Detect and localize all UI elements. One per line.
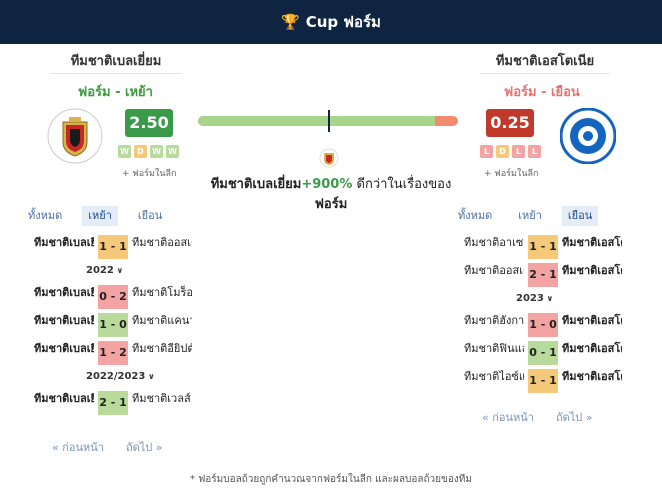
home-team: ทีมชาติฟินแลนด์ (464, 342, 524, 355)
match-row[interactable]: ทีมชาติอาเซอร์ไบจาน 1 - 1 ทีมชาติเอสโตเนีย (464, 235, 622, 259)
belgium-small-crest-icon (319, 148, 339, 168)
match-row[interactable]: ทีมชาติเบลเยี่ยม 1 - 1 ทีมชาติออสเตรีย (34, 235, 192, 259)
comparison-bar-marker (328, 110, 330, 132)
match-score: 2 - 1 (528, 263, 558, 287)
away-team: ทีมชาติเอสโตเนีย (562, 314, 622, 327)
right-next-button[interactable]: ถัดไป » (555, 411, 593, 424)
right-form-label: ฟอร์ม - เยือน (504, 85, 580, 100)
left-form-label: ฟอร์ม - เหย้า (78, 85, 153, 100)
away-team: ทีมชาติแคนาดา (132, 314, 192, 327)
match-score: 1 - 1 (98, 235, 128, 259)
right-league-form-link[interactable]: + ฟอร์มในลีก (484, 169, 539, 179)
left-tab-2[interactable]: เยือน (137, 209, 163, 222)
match-row[interactable]: ทีมชาติเบลเยี่ยม 1 - 0 ทีมชาติแคนาดา (34, 313, 192, 337)
left-league-form-link[interactable]: + ฟอร์มในลีก (122, 169, 177, 179)
left-form-dot: D (134, 145, 147, 158)
match-score: 1 - 1 (528, 369, 558, 393)
away-team: ทีมชาติเอสโตเนีย (562, 264, 622, 277)
left-form-dot: W (166, 145, 179, 158)
left-form-dot: W (118, 145, 131, 158)
home-team: ทีมชาติเบลเยี่ยม (34, 236, 94, 249)
right-form-dot: D (496, 145, 509, 158)
home-team: ทีมชาติเบลเยี่ยม (34, 286, 94, 299)
season-label: 2023 (516, 293, 544, 304)
season-label: 2022/2023 (86, 371, 146, 382)
season-header[interactable]: 2022/2023 ∨ (86, 371, 155, 382)
chevron-down-icon: ∨ (145, 372, 155, 381)
summary-suffix: ฟอร์ม (314, 197, 348, 212)
away-team: ทีมชาติโมร็อกโก (132, 286, 192, 299)
match-row[interactable]: ทีมชาติเบลเยี่ยม 2 - 1 ทีมชาติเวลส์ (34, 391, 192, 415)
match-score: 1 - 1 (528, 235, 558, 259)
left-filter-tabs: ทั้งหมด เหย้า เยือน (22, 206, 182, 226)
right-pager: « ก่อนหน้า ถัดไป » (482, 408, 593, 426)
away-team: ทีมชาติเวลส์ (132, 392, 191, 405)
match-score: 0 - 1 (528, 341, 558, 365)
season-label: 2022 (86, 265, 114, 276)
away-team: ทีมชาติอียิปต์ (132, 342, 192, 355)
right-rating-badge: 0.25 (486, 109, 534, 137)
match-score: 1 - 0 (98, 313, 128, 337)
trophy-icon: 🏆 (281, 13, 300, 31)
match-row[interactable]: ทีมชาติเบลเยี่ยม 1 - 2 ทีมชาติอียิปต์ (34, 341, 192, 365)
left-rating-badge: 2.50 (125, 109, 173, 137)
right-tab-0[interactable]: ทั้งหมด (458, 209, 493, 222)
left-team-name[interactable]: ทีมชาติเบลเยี่ยม (50, 50, 182, 74)
home-team: ทีมชาติไอซ์แลนด์ (464, 370, 524, 383)
left-form-dot: W (150, 145, 163, 158)
match-row[interactable]: ทีมชาติเบลเยี่ยม 0 - 2 ทีมชาติโมร็อกโก (34, 285, 192, 309)
right-form-dot: L (528, 145, 541, 158)
header-bar: 🏆 Cup ฟอร์ม (0, 0, 662, 44)
belgium-crest-icon (47, 108, 103, 164)
away-team: ทีมชาติเอสโตเนีย (562, 236, 622, 249)
home-team: ทีมชาติเบลเยี่ยม (34, 392, 94, 405)
comparison-bar-fill (198, 116, 435, 126)
left-tab-0[interactable]: ทั้งหมด (28, 209, 63, 222)
right-form-dot: L (512, 145, 525, 158)
left-prev-button[interactable]: « ก่อนหน้า (52, 441, 104, 454)
right-tab-2[interactable]: เยือน (561, 206, 599, 226)
summary-text: ดีกว่าในเรื่องของ (352, 177, 452, 192)
season-header[interactable]: 2022 ∨ (86, 265, 123, 276)
match-row[interactable]: ทีมชาติไอซ์แลนด์ 1 - 1 ทีมชาติเอสโตเนีย (464, 369, 622, 393)
chevron-down-icon: ∨ (543, 294, 554, 303)
right-team-name[interactable]: ทีมชาติเอสโตเนีย (480, 50, 610, 74)
estonia-crest-icon (560, 108, 616, 164)
home-team: ทีมชาติเบลเยี่ยม (34, 342, 94, 355)
home-team: ทีมชาติฮังการี (464, 314, 524, 327)
right-form-dot: L (480, 145, 493, 158)
home-team: ทีมชาติอาเซอร์ไบจาน (464, 236, 524, 249)
summary-percentage: +900% (301, 177, 353, 192)
right-tab-1[interactable]: เหย้า (518, 209, 542, 222)
match-score: 0 - 2 (98, 285, 128, 309)
home-team: ทีมชาติเบลเยี่ยม (34, 314, 94, 327)
match-row[interactable]: ทีมชาติออสเตรีย 2 - 1 ทีมชาติเอสโตเนีย (464, 263, 622, 287)
match-score: 1 - 2 (98, 341, 128, 365)
home-team: ทีมชาติออสเตรีย (464, 264, 524, 277)
match-row[interactable]: ทีมชาติฮังการี 1 - 0 ทีมชาติเอสโตเนีย (464, 313, 622, 337)
away-team: ทีมชาติออสเตรีย (132, 236, 192, 249)
left-next-button[interactable]: ถัดไป » (125, 441, 163, 454)
away-team: ทีมชาติเอสโตเนีย (562, 342, 622, 355)
match-row[interactable]: ทีมชาติฟินแลนด์ 0 - 1 ทีมชาติเอสโตเนีย (464, 341, 622, 365)
away-team: ทีมชาติเอสโตเนีย (562, 370, 622, 383)
season-header[interactable]: 2023 ∨ (516, 293, 553, 304)
match-score: 2 - 1 (98, 391, 128, 415)
right-prev-button[interactable]: « ก่อนหน้า (482, 411, 534, 424)
left-tab-1[interactable]: เหย้า (82, 206, 118, 226)
summary-team: ทีมชาติเบลเยี่ยม (210, 177, 302, 192)
match-score: 1 - 0 (528, 313, 558, 337)
right-filter-tabs: ทั้งหมด เหย้า เยือน (452, 206, 612, 226)
chevron-down-icon: ∨ (113, 266, 124, 275)
comparison-summary: ทีมชาติเบลเยี่ยม+900% ดีกว่าในเรื่องของ … (200, 175, 462, 215)
footnote: * ฟอร์มบอลถ้วยถูกคำนวณจากฟอร์มในลีก และผ… (190, 474, 472, 485)
header-title: Cup ฟอร์ม (305, 13, 381, 31)
left-pager: « ก่อนหน้า ถัดไป » (52, 438, 163, 456)
